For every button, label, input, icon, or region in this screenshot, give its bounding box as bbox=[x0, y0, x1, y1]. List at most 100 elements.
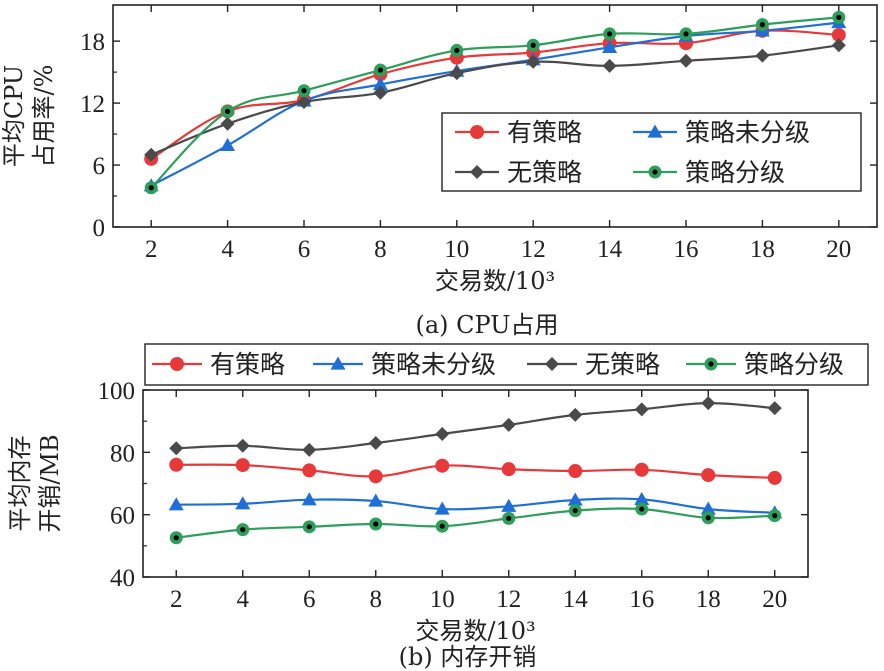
y-axis-label: 占用率/% bbox=[30, 65, 58, 168]
data-point bbox=[169, 531, 183, 545]
series-无策略 bbox=[169, 396, 782, 457]
y-tick-label: 80 bbox=[110, 440, 135, 467]
series-无策略 bbox=[144, 38, 846, 162]
x-tick-label: 10 bbox=[430, 586, 455, 613]
data-point bbox=[220, 137, 236, 152]
legend-item: 策略未分级 bbox=[633, 118, 810, 147]
data-point bbox=[220, 116, 235, 131]
legend-marker bbox=[648, 165, 662, 179]
data-point bbox=[526, 54, 541, 69]
y-tick-label: 18 bbox=[80, 29, 105, 56]
legend-box bbox=[144, 343, 869, 386]
data-point bbox=[435, 519, 449, 533]
x-tick-label: 10 bbox=[444, 236, 469, 263]
data-point bbox=[701, 511, 715, 525]
data-point bbox=[603, 27, 617, 41]
plot-frame bbox=[142, 389, 809, 578]
data-point bbox=[568, 407, 583, 422]
y-tick-label: 12 bbox=[80, 91, 105, 118]
data-point bbox=[501, 417, 516, 432]
legend-label: 有策略 bbox=[210, 350, 285, 379]
data-point bbox=[701, 396, 716, 411]
y-axis-label: 平均内存 bbox=[6, 436, 34, 532]
legend-item: 策略分级 bbox=[633, 158, 785, 187]
x-tick-label: 12 bbox=[521, 236, 546, 263]
data-point bbox=[235, 438, 250, 453]
x-tick-label: 14 bbox=[597, 236, 623, 263]
x-tick-label: 16 bbox=[629, 586, 654, 613]
data-point bbox=[368, 435, 383, 450]
data-point bbox=[832, 10, 846, 24]
x-tick-label: 18 bbox=[696, 586, 721, 613]
data-point bbox=[297, 95, 311, 110]
data-point bbox=[602, 39, 618, 53]
data-point bbox=[169, 441, 184, 456]
y-axis-label: 平均CPU bbox=[0, 65, 28, 167]
x-tick-label: 8 bbox=[374, 236, 387, 263]
data-point bbox=[236, 523, 250, 537]
data-point bbox=[568, 504, 582, 518]
data-point bbox=[526, 38, 540, 52]
legend-label: 无策略 bbox=[507, 158, 582, 187]
x-tick-label: 6 bbox=[298, 236, 311, 263]
data-point bbox=[700, 501, 716, 515]
data-point bbox=[767, 401, 782, 416]
legend-item: 有策略 bbox=[152, 350, 285, 379]
data-point bbox=[635, 502, 649, 516]
data-point bbox=[501, 462, 516, 477]
series-line bbox=[176, 401, 775, 451]
data-point bbox=[235, 496, 251, 510]
y-tick-label: 40 bbox=[110, 565, 135, 592]
panel-a-cpu: 2 4 6 8 10 12 14 16 18 20 0 6 12 18 平均CPU 占用率/% 交易数/10³ (… bbox=[0, 4, 878, 339]
data-point bbox=[602, 58, 617, 73]
data-point bbox=[235, 458, 250, 473]
legend-marker bbox=[470, 165, 484, 179]
x-tick-label: 20 bbox=[762, 586, 787, 613]
legend-label: 有策略 bbox=[507, 118, 582, 147]
x-tick-label: 6 bbox=[303, 586, 316, 613]
y-tick-label: 6 bbox=[93, 153, 106, 180]
data-point bbox=[679, 27, 693, 41]
data-point bbox=[755, 48, 770, 63]
y-axis-label: 开销/MB bbox=[36, 434, 64, 532]
legend-marker bbox=[647, 124, 663, 138]
data-point bbox=[372, 77, 388, 91]
data-point bbox=[634, 402, 649, 417]
x-tick-label: 8 bbox=[370, 586, 383, 613]
data-point bbox=[634, 491, 650, 506]
x-tick-label: 20 bbox=[826, 236, 851, 263]
plot-frame bbox=[112, 4, 878, 228]
data-point bbox=[373, 63, 387, 77]
data-point bbox=[301, 492, 317, 506]
y-tick-label: 100 bbox=[98, 378, 136, 405]
x-tick-label: 14 bbox=[563, 586, 589, 613]
x-tick-label: 12 bbox=[496, 586, 521, 613]
data-point bbox=[831, 38, 846, 53]
data-point bbox=[302, 520, 316, 534]
data-point bbox=[434, 501, 450, 515]
data-point bbox=[435, 426, 450, 441]
legend-label: 策略未分级 bbox=[685, 118, 810, 147]
data-point bbox=[567, 492, 583, 506]
series-line bbox=[150, 16, 839, 189]
legend-marker bbox=[545, 357, 559, 371]
data-point bbox=[502, 511, 516, 525]
legend-box bbox=[441, 112, 862, 192]
x-axis-label: 交易数/10³ bbox=[415, 617, 535, 645]
data-point bbox=[450, 43, 464, 57]
panel-caption: (b) 内存开销 bbox=[399, 643, 537, 671]
series-策略未分级 bbox=[168, 491, 783, 519]
x-tick-label: 2 bbox=[145, 236, 158, 263]
legend-label: 策略分级 bbox=[685, 158, 785, 187]
x-tick-label: 18 bbox=[750, 236, 775, 263]
data-point bbox=[679, 53, 693, 68]
series-策略分级 bbox=[169, 502, 782, 545]
data-point bbox=[568, 464, 583, 479]
data-point bbox=[302, 442, 317, 457]
legend-label: 策略分级 bbox=[744, 350, 844, 379]
data-point bbox=[435, 458, 450, 473]
x-tick-label: 2 bbox=[170, 586, 183, 613]
legend-label: 策略未分级 bbox=[371, 350, 496, 379]
